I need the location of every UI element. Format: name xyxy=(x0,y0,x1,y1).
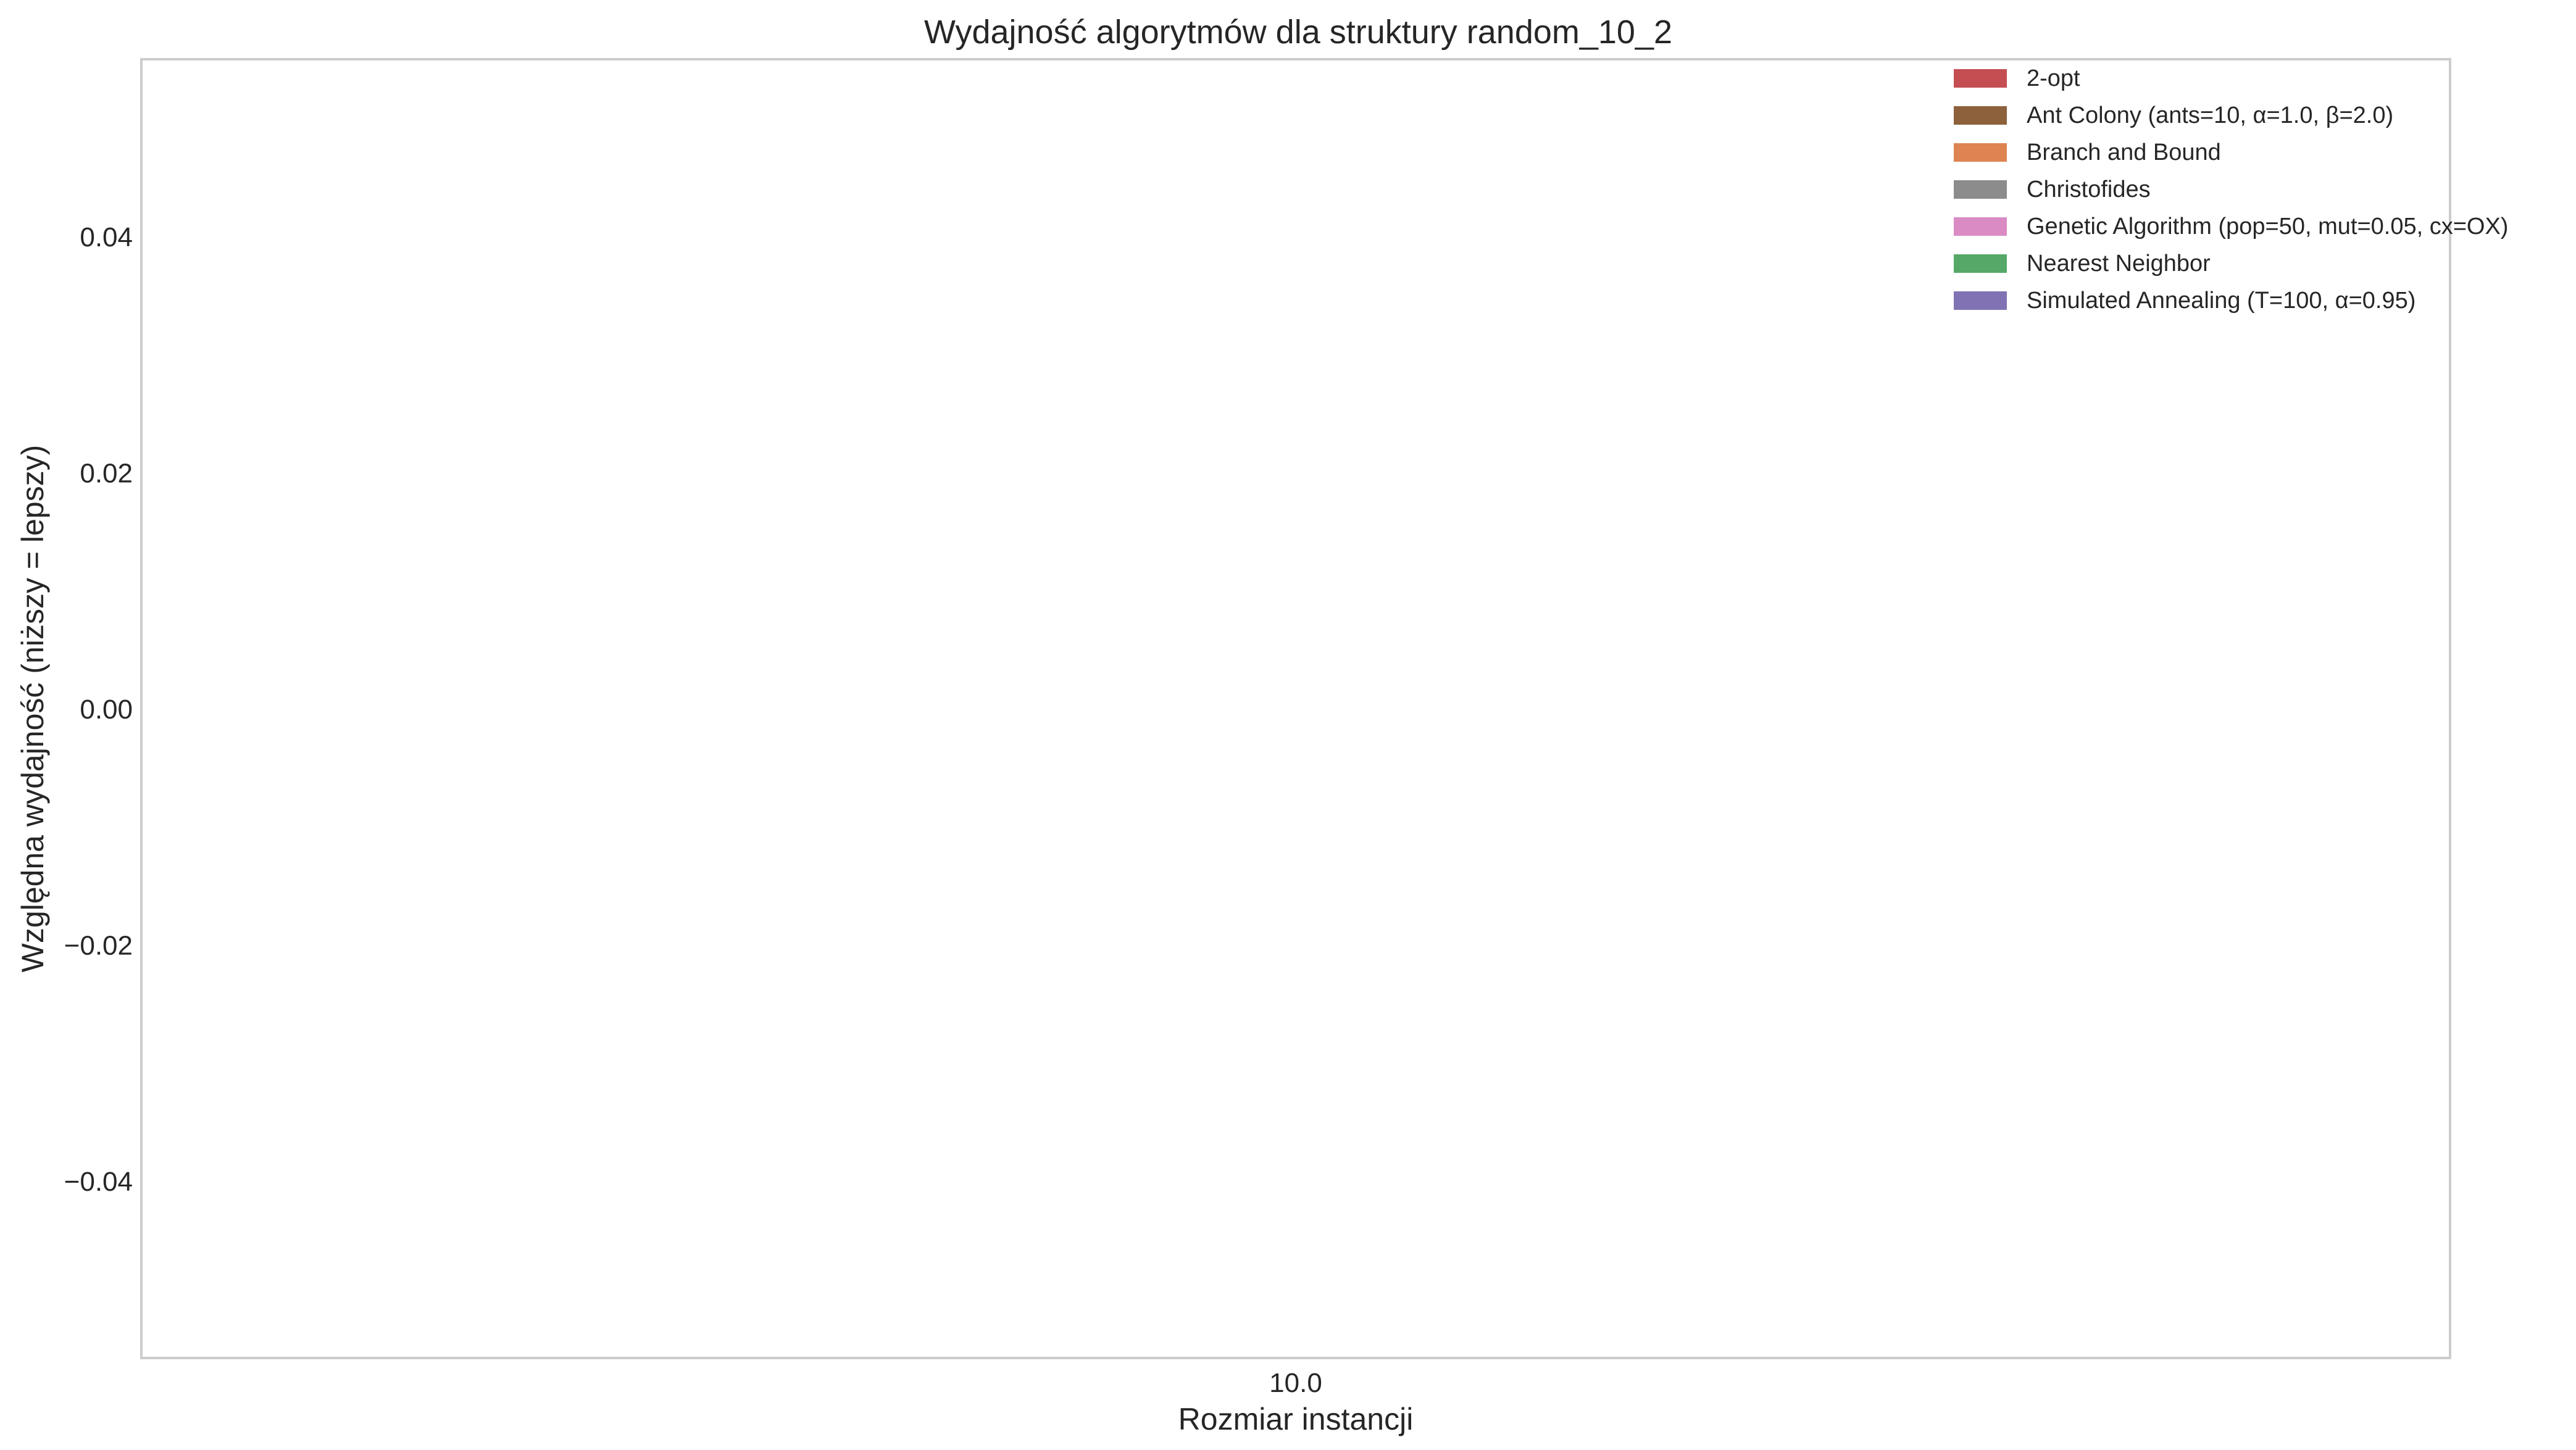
y-tick-label: 0.02 xyxy=(80,458,133,488)
plot-area xyxy=(140,58,2451,1359)
legend-swatch xyxy=(1954,106,2007,125)
legend-label: Christofides xyxy=(2027,177,2151,202)
x-axis-ticks: 10.0 xyxy=(1269,1368,1322,1398)
legend-label: 2-opt xyxy=(2027,65,2080,91)
legend-swatch xyxy=(1954,143,2007,162)
legend-label: Branch and Bound xyxy=(2027,140,2221,165)
y-axis-label: Względna wydajność (niższy = lepszy) xyxy=(15,445,50,973)
x-axis-label: Rozmiar instancji xyxy=(1178,1402,1414,1436)
legend-swatch xyxy=(1954,254,2007,273)
x-tick-label: 10.0 xyxy=(1269,1368,1322,1398)
legend-label: Simulated Annealing (T=100, α=0.95) xyxy=(2027,288,2416,314)
legend: 2-opt Ant Colony (ants=10, α=1.0, β=2.0) B… xyxy=(1954,65,2508,314)
legend-swatch xyxy=(1954,291,2007,310)
y-tick-label: 0.04 xyxy=(80,222,133,252)
y-tick-label: −0.04 xyxy=(64,1167,133,1197)
legend-swatch xyxy=(1954,217,2007,236)
legend-label: Genetic Algorithm (pop=50, mut=0.05, cx=… xyxy=(2027,214,2508,240)
legend-swatch xyxy=(1954,69,2007,88)
y-axis-ticks: 0.04 0.02 0.00 −0.02 −0.04 xyxy=(64,222,133,1197)
legend-label: Ant Colony (ants=10, α=1.0, β=2.0) xyxy=(2027,102,2393,128)
legend-swatch xyxy=(1954,180,2007,199)
chart-title: Wydajność algorytmów dla struktury rando… xyxy=(924,14,1672,51)
legend-label: Nearest Neighbor xyxy=(2027,251,2211,277)
y-tick-label: −0.02 xyxy=(64,931,133,961)
y-tick-label: 0.00 xyxy=(80,694,133,725)
